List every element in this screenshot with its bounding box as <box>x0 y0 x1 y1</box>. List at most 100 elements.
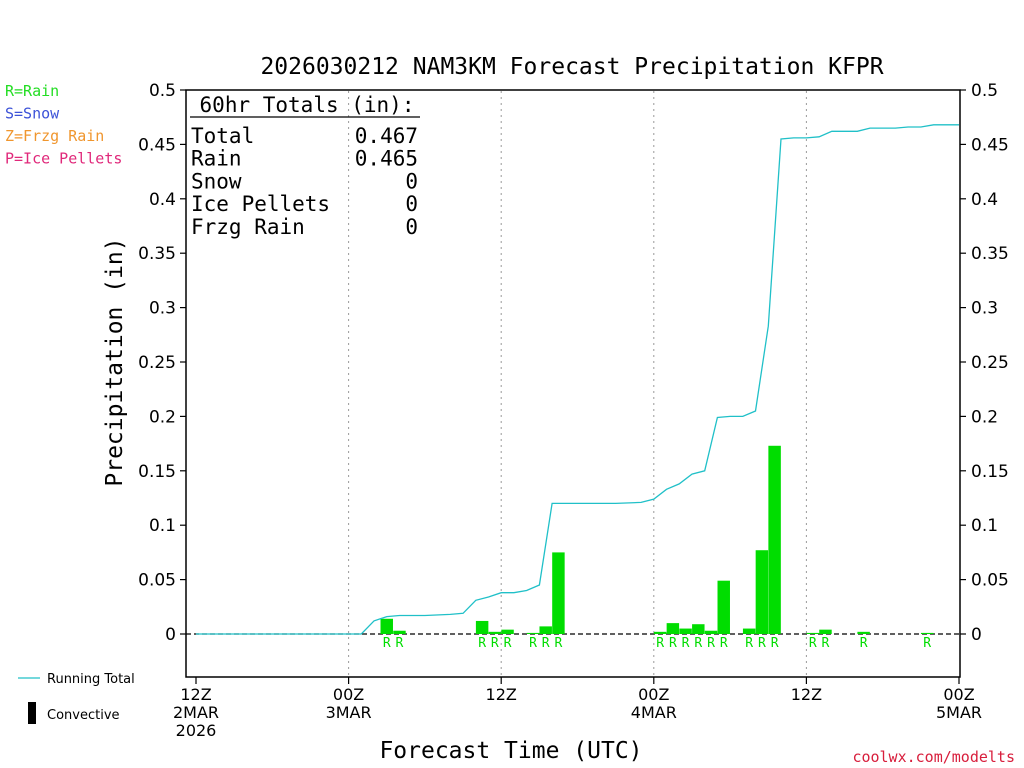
y-tick-label: 0.45 <box>138 135 176 155</box>
y-tick-label: 0.4 <box>149 190 176 210</box>
precip-bar <box>704 630 718 634</box>
totals-value: 0 <box>405 215 418 239</box>
running-total-line <box>196 124 959 635</box>
precip-bar <box>539 626 552 634</box>
y-tick-label-right: 0.05 <box>971 571 1009 591</box>
legend-bar-swatch <box>28 702 36 724</box>
precip-type-label: R <box>694 636 702 651</box>
y-tick-label: 0.1 <box>149 516 176 536</box>
legend-type-2: Z=Frzg Rain <box>5 127 104 145</box>
totals-box: 60hr Totals (in): Total 0.467 Rain 0.465 Snow… <box>190 93 420 239</box>
y-tick-label-right: 0.15 <box>971 462 1009 482</box>
bottom-legend: Running Total Convective <box>18 672 135 724</box>
precip-type-label: R <box>745 636 753 651</box>
y-axis-right: 0.5 0.45 0.4 0.35 0.3 0.25 0.2 0.15 0.1 0.05 0 <box>960 81 1009 645</box>
precip-bar <box>475 620 489 634</box>
y-tick-label-right: 0.5 <box>971 81 998 101</box>
precip-bar <box>755 550 769 634</box>
x-tick-label: 3MAR <box>326 703 372 722</box>
precip-type-label: R <box>707 636 715 651</box>
precip-type-label: R <box>504 636 512 651</box>
precip-type-label: R <box>383 636 391 651</box>
precip-type-label: R <box>555 636 563 651</box>
precip-type-label: R <box>478 636 486 651</box>
precip-type-label: R <box>860 636 868 651</box>
legend-label: Convective <box>47 708 120 723</box>
plot-frame <box>185 89 961 678</box>
precip-bar <box>857 631 870 634</box>
y-tick-label: 0 <box>165 625 176 645</box>
totals-value: 0 <box>405 192 418 216</box>
precip-bar <box>526 632 540 634</box>
totals-value: 0.467 <box>355 124 418 148</box>
precip-bar <box>488 631 502 634</box>
precip-bar <box>666 623 680 634</box>
y-tick-label: 0.5 <box>149 81 176 101</box>
precip-bar <box>768 445 781 634</box>
precip-bar <box>380 618 393 634</box>
precip-type-label: R <box>669 636 677 651</box>
y-tick-label-right: 0.45 <box>971 135 1009 155</box>
precip-bar <box>920 632 934 634</box>
totals-label: Rain <box>191 147 242 171</box>
precip-type-label: R <box>822 636 830 651</box>
y-tick-label-right: 0.2 <box>971 407 998 427</box>
precip-type-label: R <box>720 636 728 651</box>
x-axis-label: Forecast Time (UTC) <box>379 738 642 764</box>
y-tick-label-right: 0.35 <box>971 244 1009 264</box>
legend-type-0: R=Rain <box>5 82 59 100</box>
precip-type-legend: R=Rain S=Snow Z=Frzg Rain P=Ice Pellets <box>5 82 122 168</box>
y-tick-label: 0.05 <box>138 571 176 591</box>
precip-bar <box>552 552 565 634</box>
precip-type-label: R <box>771 636 779 651</box>
x-tick-label: 00Z <box>638 685 669 704</box>
precip-bar <box>679 628 692 634</box>
x-tick-label: 12Z <box>791 685 822 704</box>
precip-type-label: R <box>923 636 931 651</box>
credit-text: coolwx.com/modelts <box>852 748 1015 766</box>
y-tick-label-right: 0 <box>971 625 982 645</box>
precip-type-label: R <box>396 636 404 651</box>
precip-type-label: R <box>491 636 499 651</box>
y-tick-label: 0.35 <box>138 244 176 264</box>
precip-type-label: R <box>542 636 550 651</box>
legend-type-3: P=Ice Pellets <box>5 150 122 168</box>
totals-label: Ice Pellets <box>191 192 330 216</box>
precip-type-label: R <box>809 636 817 651</box>
precip-type-label: R <box>529 636 537 651</box>
totals-heading: 60hr Totals (in): <box>200 93 415 117</box>
legend-label: Running Total <box>47 672 135 687</box>
y-tick-label: 0.2 <box>149 407 176 427</box>
precip-type-label: R <box>682 636 690 651</box>
totals-label: Frzg Rain <box>191 215 305 239</box>
precip-bar <box>692 624 705 634</box>
chart-title: 2026030212 NAM3KM Forecast Precipitation… <box>260 54 883 80</box>
y-tick-label: 0.15 <box>138 462 176 482</box>
x-tick-label: 2MAR <box>173 703 219 722</box>
y-tick-label-right: 0.3 <box>971 299 998 319</box>
legend-type-1: S=Snow <box>5 105 60 123</box>
gridlines <box>348 91 807 676</box>
precip-bar <box>717 580 730 634</box>
precip-bar <box>653 631 667 634</box>
totals-label: Snow <box>191 169 242 193</box>
y-tick-label: 0.3 <box>149 299 176 319</box>
precip-type-label: R <box>758 636 766 651</box>
precip-bar <box>742 628 756 634</box>
precip-bar <box>819 629 832 634</box>
y-tick-label-right: 0.4 <box>971 190 998 210</box>
y-axis-left: 0.5 0.45 0.4 0.35 0.3 0.25 0.2 0.15 0.1 0.05 0 <box>138 81 186 645</box>
x-tick-label: 00Z <box>943 685 974 704</box>
totals-value: 0 <box>405 169 418 193</box>
totals-value: 0.465 <box>355 147 418 171</box>
y-axis-label: Precipitation (in) <box>102 237 128 486</box>
x-tick-label: 12Z <box>180 685 211 704</box>
x-tick-label: 5MAR <box>936 703 982 722</box>
y-tick-label: 0.25 <box>138 353 176 373</box>
precip-bar <box>393 630 406 634</box>
precip-bar <box>501 629 514 634</box>
x-tick-label: 00Z <box>333 685 364 704</box>
